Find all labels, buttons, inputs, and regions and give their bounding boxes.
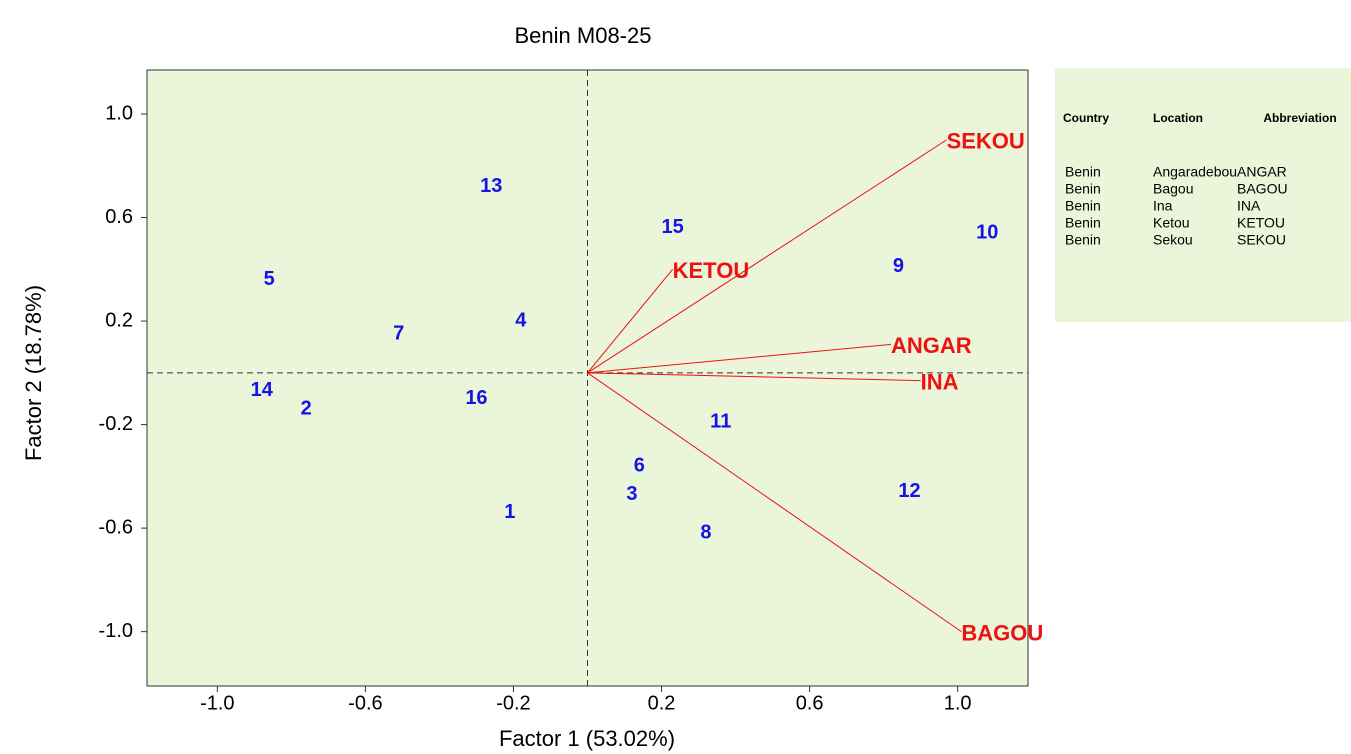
x-tick-label: 1.0: [944, 692, 972, 714]
point-label: 8: [700, 522, 711, 544]
legend-box: [1055, 68, 1351, 322]
point-label: 15: [662, 216, 684, 238]
table-header: Country: [1063, 111, 1109, 125]
vector-label: KETOU: [673, 258, 750, 283]
point-label: 6: [634, 454, 645, 476]
table-cell: Ketou: [1153, 215, 1190, 231]
point-label: 14: [251, 379, 274, 401]
point-label: 11: [710, 410, 731, 432]
table-header: Location: [1153, 111, 1203, 125]
y-tick-label: -0.6: [99, 516, 133, 538]
chart-title: Benin M08-25: [515, 23, 652, 48]
table-cell: Benin: [1065, 215, 1101, 231]
y-tick-label: -1.0: [99, 620, 133, 642]
point-label: 2: [301, 397, 312, 419]
vector-label: ANGAR: [891, 333, 972, 358]
table-cell: BAGOU: [1237, 181, 1288, 197]
y-tick-label: 0.2: [105, 309, 133, 331]
vector-label: INA: [921, 369, 959, 394]
vector: [587, 268, 674, 374]
point-label: 16: [465, 387, 487, 409]
vector: [587, 343, 892, 374]
table-cell: ANGAR: [1237, 164, 1287, 180]
y-tick-label: 0.6: [105, 206, 133, 228]
x-axis-label: Factor 1 (53.02%): [499, 726, 675, 751]
x-tick-label: 0.6: [796, 692, 824, 714]
table-cell: Bagou: [1153, 181, 1193, 197]
point-label: 13: [480, 175, 502, 197]
vector: [587, 372, 921, 382]
table-cell: Angaradebou: [1153, 164, 1237, 180]
table-cell: SEKOU: [1237, 232, 1286, 248]
table-cell: Benin: [1065, 198, 1101, 214]
x-tick-label: -0.2: [496, 692, 530, 714]
table-cell: Benin: [1065, 232, 1101, 248]
x-tick-label: -0.6: [348, 692, 382, 714]
point-label: 5: [264, 268, 275, 290]
vector-label: SEKOU: [947, 129, 1025, 154]
point-label: 7: [393, 322, 404, 344]
vector-label: BAGOU: [961, 620, 1043, 645]
y-tick-label: -0.2: [99, 413, 133, 435]
point-label: 9: [893, 255, 904, 277]
point-label: 1: [504, 501, 515, 523]
point-label: 3: [626, 483, 637, 505]
table-cell: INA: [1237, 198, 1261, 214]
vector: [587, 372, 962, 633]
table-cell: Sekou: [1153, 232, 1193, 248]
point-label: 12: [898, 480, 920, 502]
table-cell: KETOU: [1237, 215, 1285, 231]
table-cell: Benin: [1065, 181, 1101, 197]
table-header: Abbreviation: [1263, 111, 1336, 125]
table-cell: Benin: [1065, 164, 1101, 180]
y-axis-label: Factor 2 (18.78%): [21, 285, 46, 461]
point-label: 4: [515, 309, 527, 331]
point-label: 10: [976, 221, 998, 243]
vector: [587, 139, 947, 374]
x-tick-label: -1.0: [200, 692, 234, 714]
y-tick-label: 1.0: [105, 102, 133, 124]
x-tick-label: 0.2: [648, 692, 676, 714]
table-cell: Ina: [1153, 198, 1173, 214]
